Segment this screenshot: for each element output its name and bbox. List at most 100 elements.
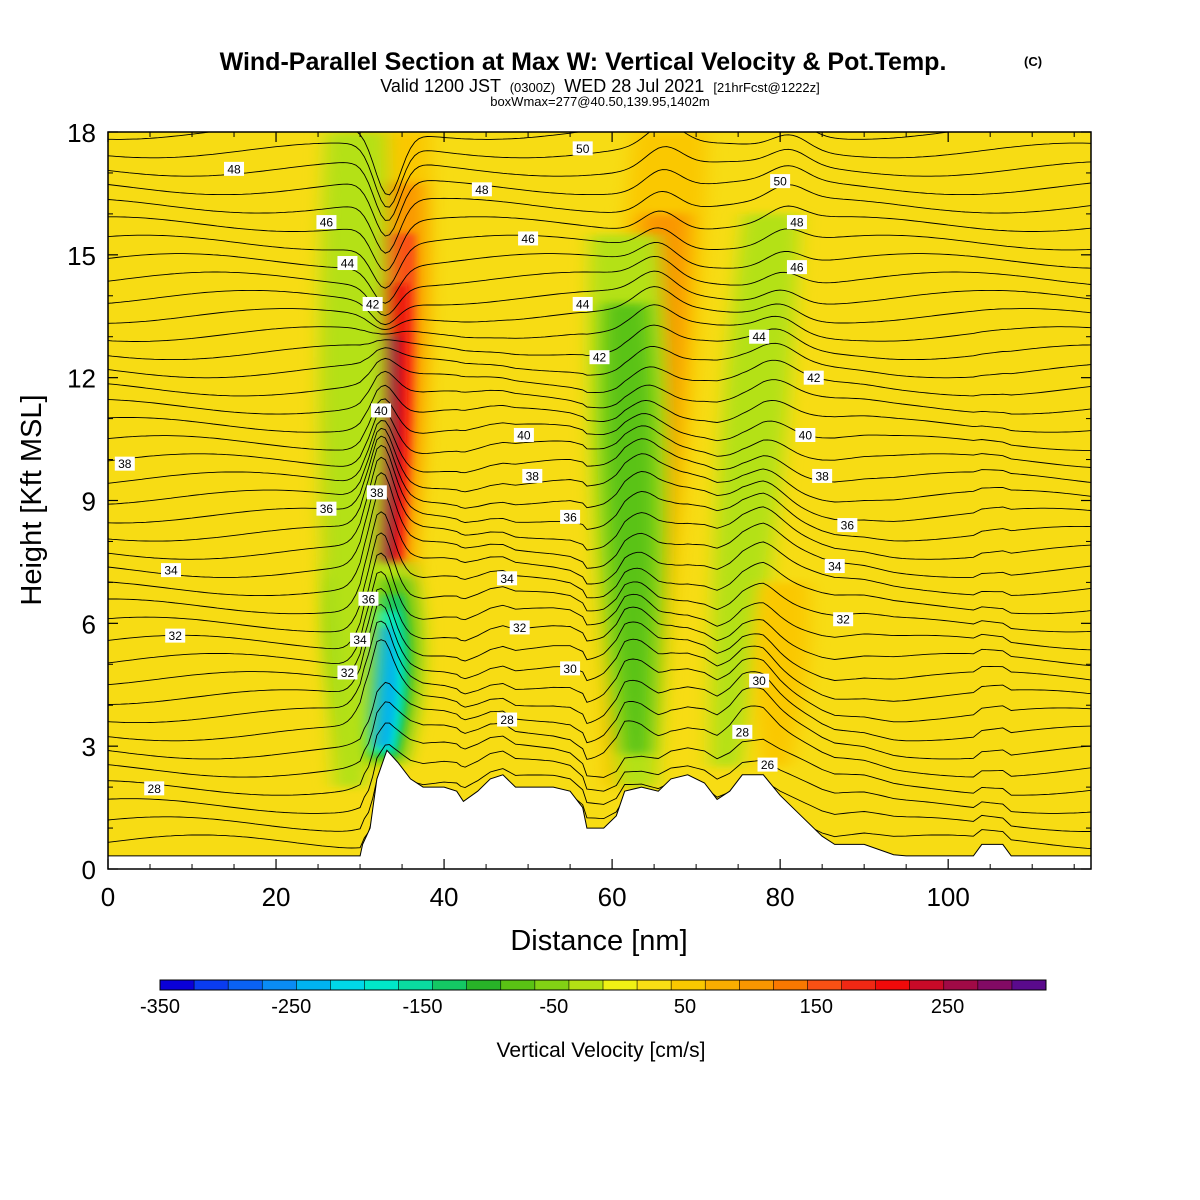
valid-line: Valid 1200 JST (0300Z) WED 28 Jul 2021 [… xyxy=(380,76,820,96)
colorbar-swatch xyxy=(807,980,843,990)
theta-contour-line xyxy=(108,304,1091,342)
label-text: 50 xyxy=(773,175,787,189)
label-background xyxy=(749,673,770,688)
label-background xyxy=(732,724,753,739)
label-text: 42 xyxy=(807,371,821,385)
label-background xyxy=(522,468,543,483)
theta-contour-line xyxy=(108,342,1091,379)
theta-contour-line xyxy=(108,511,1091,615)
label-text: 38 xyxy=(526,469,540,483)
theta-contour-label: 38 xyxy=(522,468,543,483)
colorbar-swatch xyxy=(160,980,195,990)
theta-contour-label: 28 xyxy=(497,712,518,727)
theta-contour-label: 36 xyxy=(316,501,337,516)
colorbar-swatch xyxy=(875,980,911,990)
label-text: 44 xyxy=(576,297,590,311)
label-background xyxy=(513,427,534,442)
label-text: 46 xyxy=(521,232,535,246)
theta-contour-label: 46 xyxy=(786,260,807,275)
colorbar-swatch xyxy=(739,980,774,990)
label-text: 28 xyxy=(500,713,514,727)
theta-contour-label: 42 xyxy=(362,296,383,311)
plot-area: 48 46 44 42 40 38 36 34 32 36 34 32 38 28 50 48 46 44 42 40… xyxy=(108,132,1091,869)
y-axis-label: Height [Kft MSL] xyxy=(16,394,48,605)
w-plume-2-level-0 xyxy=(319,132,389,788)
colorbar-frame xyxy=(159,979,1047,991)
theta-contour-line xyxy=(108,132,1091,208)
theta-contour-label: 34 xyxy=(824,559,845,574)
label-background xyxy=(812,468,833,483)
theta-contour-line xyxy=(108,205,1091,272)
label-background xyxy=(144,781,165,796)
label-background xyxy=(165,628,186,643)
theta-contour-label: 30 xyxy=(749,673,770,688)
terrain xyxy=(108,749,1091,869)
label-background xyxy=(833,612,854,627)
w-plume-4-level-1 xyxy=(602,303,657,754)
theta-contour-line xyxy=(108,620,1091,724)
label-background xyxy=(824,559,845,574)
theta-contour-line xyxy=(108,398,1091,451)
theta-contour-line xyxy=(108,165,1091,237)
colorbar-swatch xyxy=(534,980,570,990)
colorbar-swatch xyxy=(841,980,877,990)
label-background xyxy=(366,485,387,500)
label-text: 30 xyxy=(563,662,577,676)
colorbar-swatch xyxy=(705,980,740,990)
label-text: 36 xyxy=(362,592,376,606)
theta-contour-line xyxy=(108,604,1091,705)
w-plume-5-level-0 xyxy=(710,213,800,767)
theta-contour-label: 38 xyxy=(366,485,387,500)
label-background xyxy=(316,215,337,230)
label-text: 40 xyxy=(517,428,531,442)
label-text: 42 xyxy=(593,351,607,365)
label-text: 26 xyxy=(761,758,775,772)
label-text: 40 xyxy=(799,428,813,442)
x-tick-label: 80 xyxy=(766,882,795,912)
x-tick-label: 100 xyxy=(926,882,969,912)
theta-contour-label: 32 xyxy=(337,665,358,680)
theta-contour-line xyxy=(108,701,1091,778)
theta-contour-label: 40 xyxy=(795,427,816,442)
colorbar-tick-label: -150 xyxy=(403,996,443,1018)
label-text: 28 xyxy=(148,782,162,796)
theta-contour-label: 34 xyxy=(161,563,182,578)
label-background xyxy=(350,632,371,647)
label-background xyxy=(497,571,518,586)
label-text: 42 xyxy=(366,297,380,311)
colorbar-swatch xyxy=(909,980,945,990)
theta-contour-line xyxy=(108,587,1091,686)
copyright-mark: (C) xyxy=(1024,54,1042,69)
colorbar-swatch xyxy=(262,980,297,990)
theta-contour-label: 30 xyxy=(560,661,581,676)
theta-contour-label: 48 xyxy=(786,215,807,230)
colorbar-tick-label: 250 xyxy=(931,996,964,1018)
x-tick-label: 40 xyxy=(430,882,459,912)
label-text: 32 xyxy=(513,621,527,635)
label-text: 36 xyxy=(563,510,577,524)
theta-contour-line xyxy=(108,552,1091,651)
colorbar-tick-label: -50 xyxy=(539,996,568,1018)
theta-contour-label: 36 xyxy=(358,591,379,606)
label-background xyxy=(560,661,581,676)
label-background xyxy=(803,370,824,385)
label-background xyxy=(362,296,383,311)
theta-contour-label: 28 xyxy=(144,781,165,796)
label-background xyxy=(757,757,778,772)
colorbar-label: Vertical Velocity [cm/s] xyxy=(497,1039,706,1062)
theta-contour-line xyxy=(108,227,1091,289)
theta-contour-line xyxy=(108,384,1091,433)
theta-contour-line xyxy=(108,490,1091,597)
label-background xyxy=(795,427,816,442)
theta-contour-label: 32 xyxy=(833,612,854,627)
theta-contour-line xyxy=(108,286,1091,331)
colorbar-swatch xyxy=(194,980,229,990)
theta-contour-line xyxy=(108,435,1091,524)
theta-contour-line xyxy=(108,370,1091,415)
theta-contour-line xyxy=(108,764,1091,832)
label-text: 30 xyxy=(752,674,766,688)
label-text: 34 xyxy=(353,633,367,647)
label-background xyxy=(786,260,807,275)
label-text: 34 xyxy=(500,572,514,586)
